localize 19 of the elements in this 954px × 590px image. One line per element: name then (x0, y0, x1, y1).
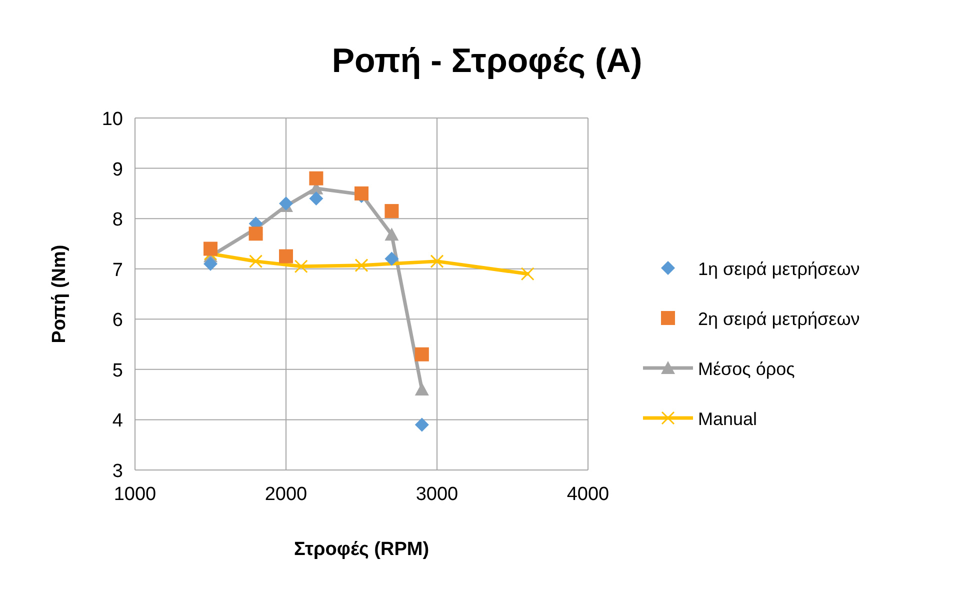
legend-label: 1η σειρά μετρήσεων (698, 259, 860, 279)
x-axis-title: Στροφές (RPM) (294, 539, 430, 560)
chart-title: Ροπή - Στροφές (A) (332, 42, 642, 80)
legend-label: 2η σειρά μετρήσεων (698, 309, 860, 329)
x-tick-label: 4000 (566, 484, 610, 505)
y-tick-label: 5 (112, 360, 123, 382)
x-tick-label: 3000 (416, 484, 458, 505)
y-tick-label: 6 (112, 310, 123, 332)
y-tick-label: 10 (102, 109, 123, 130)
x-tick-label: 2000 (264, 484, 308, 505)
y-tick-label: 3 (112, 461, 123, 482)
y-tick-label: 7 (112, 260, 123, 281)
x-tick-label: 1000 (114, 484, 156, 505)
legend-label: Manual (698, 409, 758, 429)
legend-label: Μέσος όρος (698, 359, 796, 379)
y-tick-label: 9 (112, 159, 123, 180)
y-tick-label: 8 (112, 210, 123, 231)
y-axis-title: Ροπή (Nm) (49, 244, 70, 344)
y-tick-label: 4 (112, 410, 124, 432)
